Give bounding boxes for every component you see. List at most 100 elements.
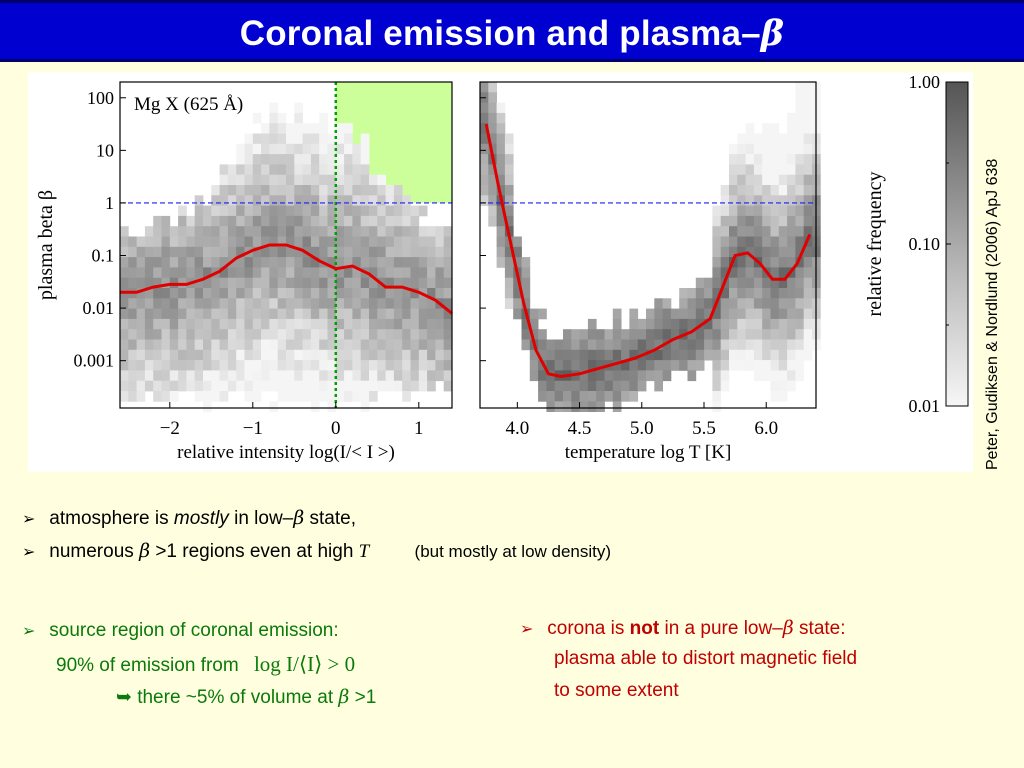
heatmap-cell	[402, 298, 411, 309]
heatmap-cell	[762, 298, 771, 309]
heatmap-cell	[803, 185, 813, 196]
heatmap-cell	[219, 339, 229, 351]
heatmap-cell	[344, 277, 353, 289]
heatmap-cell	[144, 308, 154, 320]
heatmap-cell	[427, 246, 436, 258]
heatmap-cell	[729, 236, 738, 248]
heatmap-cell	[161, 267, 171, 279]
heatmap-cell	[286, 360, 295, 371]
heatmap-cell	[277, 154, 287, 165]
bullet-4: ➢ corona is not in a pure low–β state:	[520, 617, 846, 639]
heatmap-cell	[377, 288, 386, 299]
slide-title: Coronal emission and plasma–β	[239, 13, 785, 54]
heatmap-cell	[344, 329, 353, 340]
heatmap-cell	[629, 380, 639, 392]
heatmap-cell	[186, 298, 196, 309]
heatmap-cell	[153, 308, 162, 320]
heatmap-cell	[169, 339, 179, 351]
heatmap-cell	[529, 329, 539, 340]
heatmap-cell	[377, 257, 386, 268]
heatmap-cell	[753, 174, 763, 186]
heatmap-cell	[753, 246, 763, 258]
heatmap-cell	[596, 391, 605, 402]
heatmap-cell	[261, 298, 270, 309]
heatmap-cell	[252, 133, 262, 145]
heatmap-cell	[488, 123, 497, 134]
heatmap-cell	[712, 370, 722, 382]
heatmap-cell	[646, 308, 655, 320]
heatmap-cell	[360, 236, 370, 248]
heatmap-cell	[178, 257, 187, 268]
heatmap-cell	[712, 246, 722, 258]
heatmap-cell	[128, 298, 137, 309]
heatmap-cell	[480, 195, 489, 206]
heatmap-cell	[753, 215, 763, 227]
heatmap-cell	[261, 339, 270, 351]
heatmap-cell	[136, 391, 146, 402]
heatmap-cell	[203, 308, 212, 320]
heatmap-cell	[302, 226, 312, 237]
heatmap-cell	[480, 185, 489, 196]
heatmap-cell	[687, 329, 697, 340]
heatmap-cell	[136, 257, 146, 268]
heatmap-cell	[410, 226, 420, 237]
heatmap-cell	[120, 267, 129, 279]
heatmap-cell	[720, 360, 730, 371]
heatmap-cell	[344, 133, 353, 145]
heatmap-cell	[410, 298, 420, 309]
heatmap-cell	[480, 102, 489, 114]
heatmap-cell	[521, 298, 531, 309]
heatmap-cell	[435, 267, 445, 279]
heatmap-cell	[294, 267, 303, 279]
heatmap-cell	[778, 298, 788, 309]
heatmap-cell	[385, 349, 395, 361]
heatmap-cell	[211, 288, 220, 299]
heatmap-cell	[203, 401, 212, 412]
heatmap-cell	[319, 349, 328, 361]
heatmap-cell	[178, 215, 187, 227]
heatmap-cell	[604, 391, 614, 402]
heatmap-cell	[579, 370, 589, 382]
heatmap-cell	[227, 205, 237, 217]
heatmap-cell	[795, 92, 805, 103]
heatmap-cell	[294, 143, 303, 155]
heatmap-cell	[803, 257, 813, 268]
heatmap-cell	[294, 288, 303, 299]
heatmap-cell	[745, 318, 755, 330]
heatmap-cell	[310, 329, 320, 340]
y-tick-label: 10	[96, 140, 114, 160]
heatmap-cell	[596, 329, 605, 340]
heatmap-cell	[402, 236, 411, 248]
heatmap-cell	[186, 360, 196, 371]
heatmap-cell	[662, 370, 672, 382]
heatmap-cell	[720, 298, 730, 309]
heatmap-cell	[194, 267, 204, 279]
heatmap-cell	[120, 298, 129, 309]
heatmap-cell	[587, 329, 597, 340]
heatmap-cell	[261, 154, 270, 165]
heatmap-cell	[153, 277, 162, 289]
heatmap-cell	[762, 215, 771, 227]
heatmap-cell	[579, 349, 589, 361]
heatmap-cell	[277, 329, 287, 340]
heatmap-cell	[385, 246, 395, 258]
heatmap-cell	[352, 360, 362, 371]
heatmap-cell	[513, 257, 522, 268]
heatmap-cell	[169, 267, 179, 279]
heatmap-cell	[294, 133, 303, 145]
heatmap-cell	[128, 257, 137, 268]
heatmap-cell	[319, 380, 328, 392]
heatmap-cell	[203, 205, 212, 217]
heatmap-cell	[153, 226, 162, 237]
heatmap-cell	[795, 339, 805, 351]
heatmap-cell	[219, 277, 229, 289]
heatmap-cell	[153, 215, 162, 227]
heatmap-cell	[153, 298, 162, 309]
heatmap-cell	[803, 339, 813, 351]
heatmap-cell	[762, 226, 771, 237]
heatmap-cell	[310, 380, 320, 392]
heatmap-cell	[621, 329, 630, 340]
heatmap-cell	[319, 164, 328, 176]
heatmap-cell	[720, 329, 730, 340]
heatmap-cell	[612, 349, 622, 361]
